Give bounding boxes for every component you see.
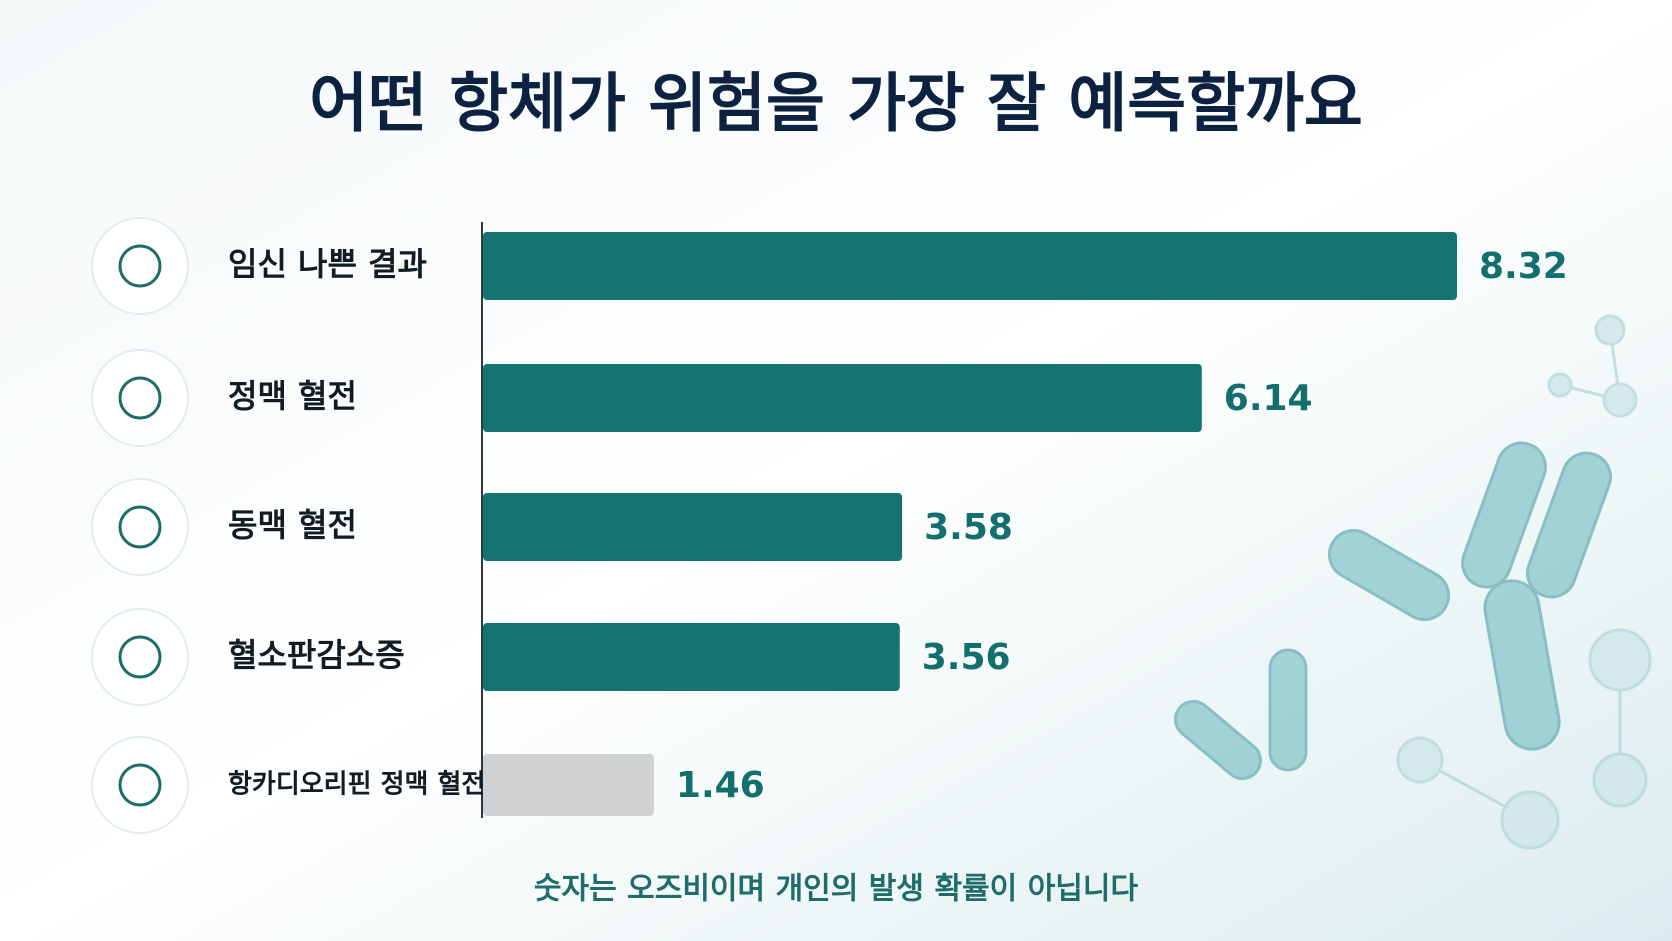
icon — [118, 635, 162, 679]
bar — [483, 364, 1202, 432]
category-label: 정맥 혈전 — [228, 377, 357, 415]
value-label: 3.56 — [922, 637, 1011, 678]
bar — [483, 623, 900, 691]
icon-circle — [91, 608, 189, 706]
decoration — [1173, 314, 1652, 850]
chart-title: 어떤 항체가 위험을 가장 잘 예측할까요 — [309, 68, 1363, 142]
icon — [118, 376, 162, 420]
icon-circle — [91, 736, 189, 834]
value-label: 6.14 — [1224, 378, 1313, 419]
value-label: 3.58 — [924, 507, 1013, 548]
bar — [483, 493, 903, 561]
bar — [483, 754, 654, 816]
value-label: 1.46 — [676, 765, 765, 806]
icon-circle — [91, 217, 189, 315]
icon — [118, 763, 162, 807]
category-label: 동맥 혈전 — [228, 506, 357, 544]
icon-circle — [91, 478, 189, 576]
icon — [118, 505, 162, 549]
icon-circle — [91, 349, 189, 447]
icon — [118, 244, 162, 288]
footnote: 숫자는 오즈비이며 개인의 발생 확률이 아닙니다 — [534, 872, 1139, 907]
value-label: 8.32 — [1479, 246, 1568, 287]
bar — [483, 232, 1457, 300]
category-label: 혈소판감소증 — [228, 636, 405, 674]
category-label: 임신 나쁜 결과 — [228, 245, 427, 283]
category-label: 항카디오리핀 정맥 혈전 — [228, 770, 485, 800]
